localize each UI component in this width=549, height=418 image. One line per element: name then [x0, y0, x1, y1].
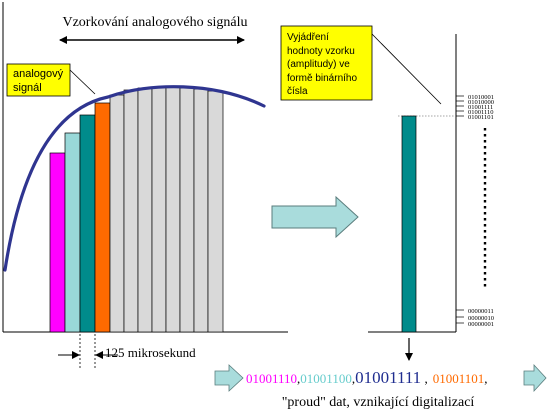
stream-values: 01001110,01001100,01001111 , 01001101, [246, 368, 487, 387]
stream-value-1: 01001110 [246, 371, 297, 386]
sample-bar-4 [94, 102, 111, 333]
diagram-title: Vzorkování analogového signálu [62, 15, 247, 30]
binary-note-line-3: (amplitudy) ve [287, 59, 350, 70]
binary-note-pointer [371, 33, 442, 105]
sample-bar-2 [64, 132, 81, 333]
analog-signal-curve [3, 85, 266, 272]
stream-value-3: 01001111 [355, 368, 421, 387]
scale-label: 01001101 [468, 114, 494, 121]
stream-separator: , [352, 371, 355, 386]
scale-label: 01010000 [468, 99, 494, 106]
stream-value-2: 01001100 [300, 371, 352, 386]
sample-bar-1 [49, 152, 66, 333]
stream-separator: , [421, 371, 428, 386]
binary-note-box [280, 25, 373, 101]
scale-label: 01001110 [468, 109, 494, 116]
sample-bar-11 [193, 88, 209, 333]
signal-label-box [6, 63, 71, 97]
sample-bar-7 [137, 87, 153, 333]
signal-label-line-2: signál [13, 82, 42, 94]
stream-caption: "proud" dat, vznikající digitalizací [282, 395, 475, 410]
stream-separator: , [484, 371, 487, 386]
scale-label: 00000010 [468, 315, 494, 322]
transition-arrow [271, 195, 359, 239]
scale-label: 01010001 [468, 94, 494, 101]
sample-bar-10 [179, 87, 195, 333]
interval-label: 125 mikrosekund [105, 345, 196, 360]
sample-bar-8 [151, 86, 167, 333]
stream-value-4: 01001101 [433, 371, 485, 386]
scale-label: 00000001 [468, 321, 494, 328]
binary-note-line-1: Vyjádření [287, 32, 329, 43]
binary-note-line-2: hodnoty vzorku [287, 46, 355, 57]
sample-bar-5 [109, 94, 125, 333]
sample-bar-12 [207, 90, 224, 333]
binary-note-line-5: čísla [287, 86, 308, 97]
sample-bar-3 [79, 114, 96, 333]
stream-separator: , [297, 371, 300, 386]
scale-label: 00000011 [468, 308, 494, 315]
binary-note-line-4: formě binárního [287, 73, 357, 84]
stream-arrow-left [214, 364, 244, 392]
scale-label: 01001111 [468, 104, 493, 111]
quantized-sample-bar [401, 115, 417, 333]
stream-arrow-right [523, 363, 547, 393]
signal-label-line-1: analogový [13, 68, 64, 80]
sample-bar-6 [123, 89, 139, 333]
sample-bar-9 [165, 86, 181, 333]
signal-label-pointer [69, 69, 96, 95]
